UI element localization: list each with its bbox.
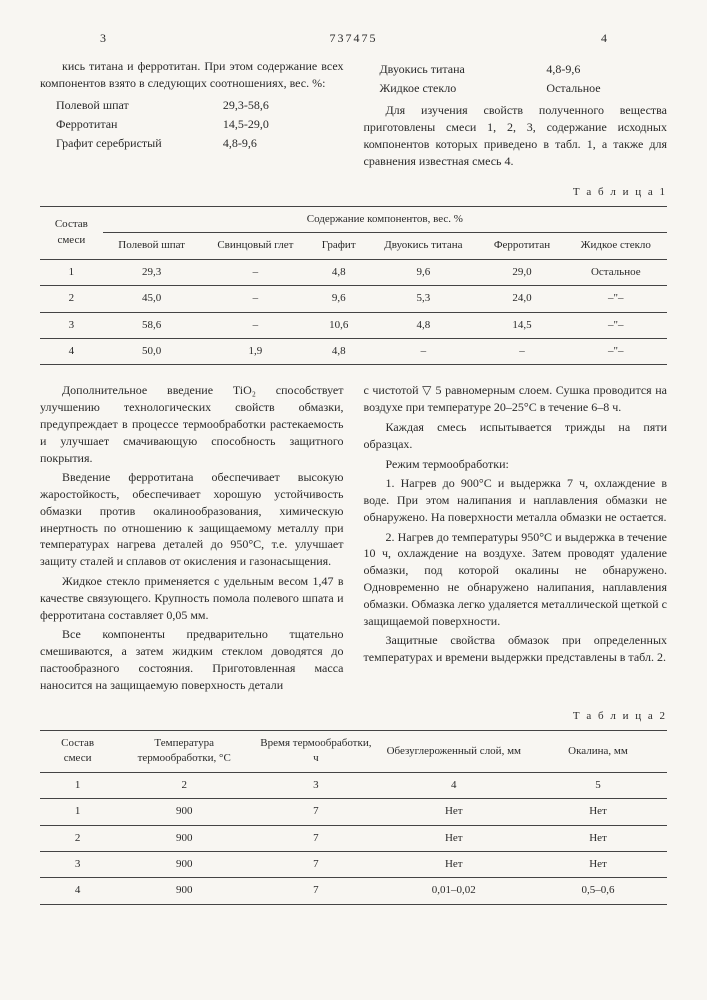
table1-label: Т а б л и ц а 1 <box>40 185 667 200</box>
table2-label: Т а б л и ц а 2 <box>40 709 667 724</box>
t1-head-mix: Состав смеси <box>40 206 103 259</box>
table-row: 490070,01–0,020,5–0,6 <box>40 878 667 904</box>
composition-left: Полевой шпат29,3-58,6 Ферротитан14,5-29,… <box>40 97 344 151</box>
doc-number: 737475 <box>330 30 378 47</box>
body-right-col: с чистотой ▽ 5 равномерным слоем. Сушка … <box>364 379 668 696</box>
page-num-left: 3 <box>100 30 106 55</box>
intro-right-text: Для изучения свойств полученного веществ… <box>364 102 668 169</box>
body-left-col: Дополнительное введение TiO₂ способствуе… <box>40 379 344 696</box>
composition-right: Двуокись титана4,8-9,6 Жидкое стеклоОста… <box>364 61 668 97</box>
table-row: 129,3–4,89,629,0Остальное <box>40 259 667 285</box>
table-row: 245,0–9,65,324,0–"– <box>40 286 667 312</box>
intro-left-col: кись титана и ферротитан. При этом содер… <box>40 55 344 173</box>
page-header: 3 737475 4 <box>40 30 667 55</box>
table-row: 29007НетНет <box>40 825 667 851</box>
table2: Состав смеси Температура термообработки,… <box>40 730 667 905</box>
table1: Состав смеси Содержание компонентов, вес… <box>40 206 667 365</box>
t1-head-group: Содержание компонентов, вес. % <box>103 206 667 232</box>
page-num-right: 4 <box>601 30 607 55</box>
body-columns: Дополнительное введение TiO₂ способствуе… <box>40 379 667 696</box>
intro-columns: кись титана и ферротитан. При этом содер… <box>40 55 667 173</box>
table-row: 358,6–10,64,814,5–"– <box>40 312 667 338</box>
table-row: 450,01,94,8–––"– <box>40 338 667 364</box>
table-row: 19007НетНет <box>40 799 667 825</box>
table-colnum-row: 12345 <box>40 772 667 798</box>
table-row: 39007НетНет <box>40 852 667 878</box>
intro-left-text: кись титана и ферротитан. При этом содер… <box>40 58 344 92</box>
intro-right-col: Двуокись титана4,8-9,6 Жидкое стеклоОста… <box>364 55 668 173</box>
